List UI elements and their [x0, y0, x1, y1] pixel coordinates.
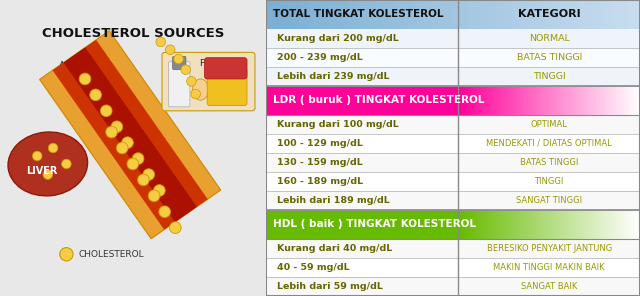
Circle shape [61, 159, 71, 169]
FancyBboxPatch shape [173, 56, 186, 70]
Text: FOOD: FOOD [199, 59, 225, 67]
Text: NORMAL: NORMAL [529, 34, 570, 43]
Text: LDR ( buruk ) TINGKAT KOLESTEROL: LDR ( buruk ) TINGKAT KOLESTEROL [273, 95, 484, 105]
Text: KATEGORI: KATEGORI [518, 9, 580, 19]
Circle shape [60, 247, 73, 261]
Circle shape [143, 169, 155, 180]
FancyBboxPatch shape [266, 153, 640, 172]
Ellipse shape [8, 132, 88, 196]
Text: 130 - 159 mg/dL: 130 - 159 mg/dL [277, 158, 363, 167]
Circle shape [122, 137, 133, 149]
Polygon shape [40, 31, 221, 239]
Circle shape [79, 73, 91, 85]
FancyBboxPatch shape [266, 67, 640, 86]
Circle shape [49, 143, 58, 153]
Text: Lebih dari 239 mg/dL: Lebih dari 239 mg/dL [277, 72, 389, 81]
Circle shape [148, 190, 160, 202]
Text: Lebih dari 59 mg/dL: Lebih dari 59 mg/dL [277, 282, 383, 291]
Text: TINGGI: TINGGI [534, 177, 564, 186]
FancyBboxPatch shape [207, 68, 247, 105]
Circle shape [181, 65, 191, 74]
Polygon shape [63, 47, 196, 222]
Text: 40 - 59 mg/dL: 40 - 59 mg/dL [277, 263, 349, 272]
FancyBboxPatch shape [169, 62, 190, 107]
Circle shape [111, 121, 123, 133]
Text: 200 - 239 mg/dL: 200 - 239 mg/dL [277, 53, 363, 62]
Text: CHOLESTEROL: CHOLESTEROL [78, 250, 144, 259]
Text: MAKIN TINGGI MAKIN BAIK: MAKIN TINGGI MAKIN BAIK [493, 263, 605, 272]
Circle shape [116, 142, 128, 154]
Text: Lebih dari 189 mg/dL: Lebih dari 189 mg/dL [277, 196, 390, 205]
FancyBboxPatch shape [266, 86, 458, 115]
Circle shape [127, 158, 139, 170]
Text: BATAS TINGGI: BATAS TINGGI [520, 158, 579, 167]
Text: 160 - 189 mg/dL: 160 - 189 mg/dL [277, 177, 363, 186]
FancyBboxPatch shape [266, 258, 640, 277]
FancyBboxPatch shape [266, 134, 640, 153]
Text: Kurang dari 40 mg/dL: Kurang dari 40 mg/dL [277, 244, 392, 253]
Circle shape [90, 89, 102, 101]
Text: TINGGI: TINGGI [533, 72, 566, 81]
FancyBboxPatch shape [266, 172, 640, 191]
FancyBboxPatch shape [266, 191, 640, 210]
Text: ARTERY: ARTERY [58, 61, 92, 83]
Circle shape [132, 153, 144, 165]
FancyBboxPatch shape [205, 58, 247, 79]
Text: LIVER: LIVER [27, 165, 58, 176]
Circle shape [33, 151, 42, 161]
Circle shape [187, 77, 196, 86]
Circle shape [156, 37, 166, 47]
FancyBboxPatch shape [266, 29, 640, 48]
Text: OPTIMAL: OPTIMAL [531, 120, 568, 129]
Circle shape [106, 126, 117, 138]
Circle shape [138, 174, 149, 186]
Text: Kurang dari 200 mg/dL: Kurang dari 200 mg/dL [277, 34, 399, 43]
Circle shape [100, 105, 112, 117]
Circle shape [159, 206, 170, 218]
FancyBboxPatch shape [266, 115, 640, 134]
Text: HDL ( baik ) TINGKAT KOLESTEROL: HDL ( baik ) TINGKAT KOLESTEROL [273, 219, 476, 229]
Text: TOTAL TINGKAT KOLESTEROL: TOTAL TINGKAT KOLESTEROL [273, 9, 444, 19]
Circle shape [170, 222, 181, 234]
FancyBboxPatch shape [162, 52, 255, 111]
Text: SANGAT TINGGI: SANGAT TINGGI [516, 196, 582, 205]
Text: SANGAT BAIK: SANGAT BAIK [521, 282, 577, 291]
Circle shape [165, 45, 175, 54]
Text: Kurang dari 100 mg/dL: Kurang dari 100 mg/dL [277, 120, 399, 129]
Circle shape [43, 170, 52, 179]
Text: MENDEKATI / DIATAS OPTIMAL: MENDEKATI / DIATAS OPTIMAL [486, 139, 612, 148]
Circle shape [174, 54, 183, 64]
Text: BERESIKO PENYAKIT JANTUNG: BERESIKO PENYAKIT JANTUNG [486, 244, 612, 253]
Ellipse shape [193, 79, 209, 100]
Circle shape [191, 89, 200, 99]
Text: BATAS TINGGI: BATAS TINGGI [516, 53, 582, 62]
FancyBboxPatch shape [266, 277, 640, 296]
FancyBboxPatch shape [266, 239, 640, 258]
Polygon shape [52, 40, 207, 230]
FancyBboxPatch shape [266, 210, 458, 239]
Text: 100 - 129 mg/dL: 100 - 129 mg/dL [277, 139, 363, 148]
FancyBboxPatch shape [266, 48, 640, 67]
Text: CHOLESTEROL SOURCES: CHOLESTEROL SOURCES [42, 27, 224, 40]
Circle shape [154, 185, 165, 196]
